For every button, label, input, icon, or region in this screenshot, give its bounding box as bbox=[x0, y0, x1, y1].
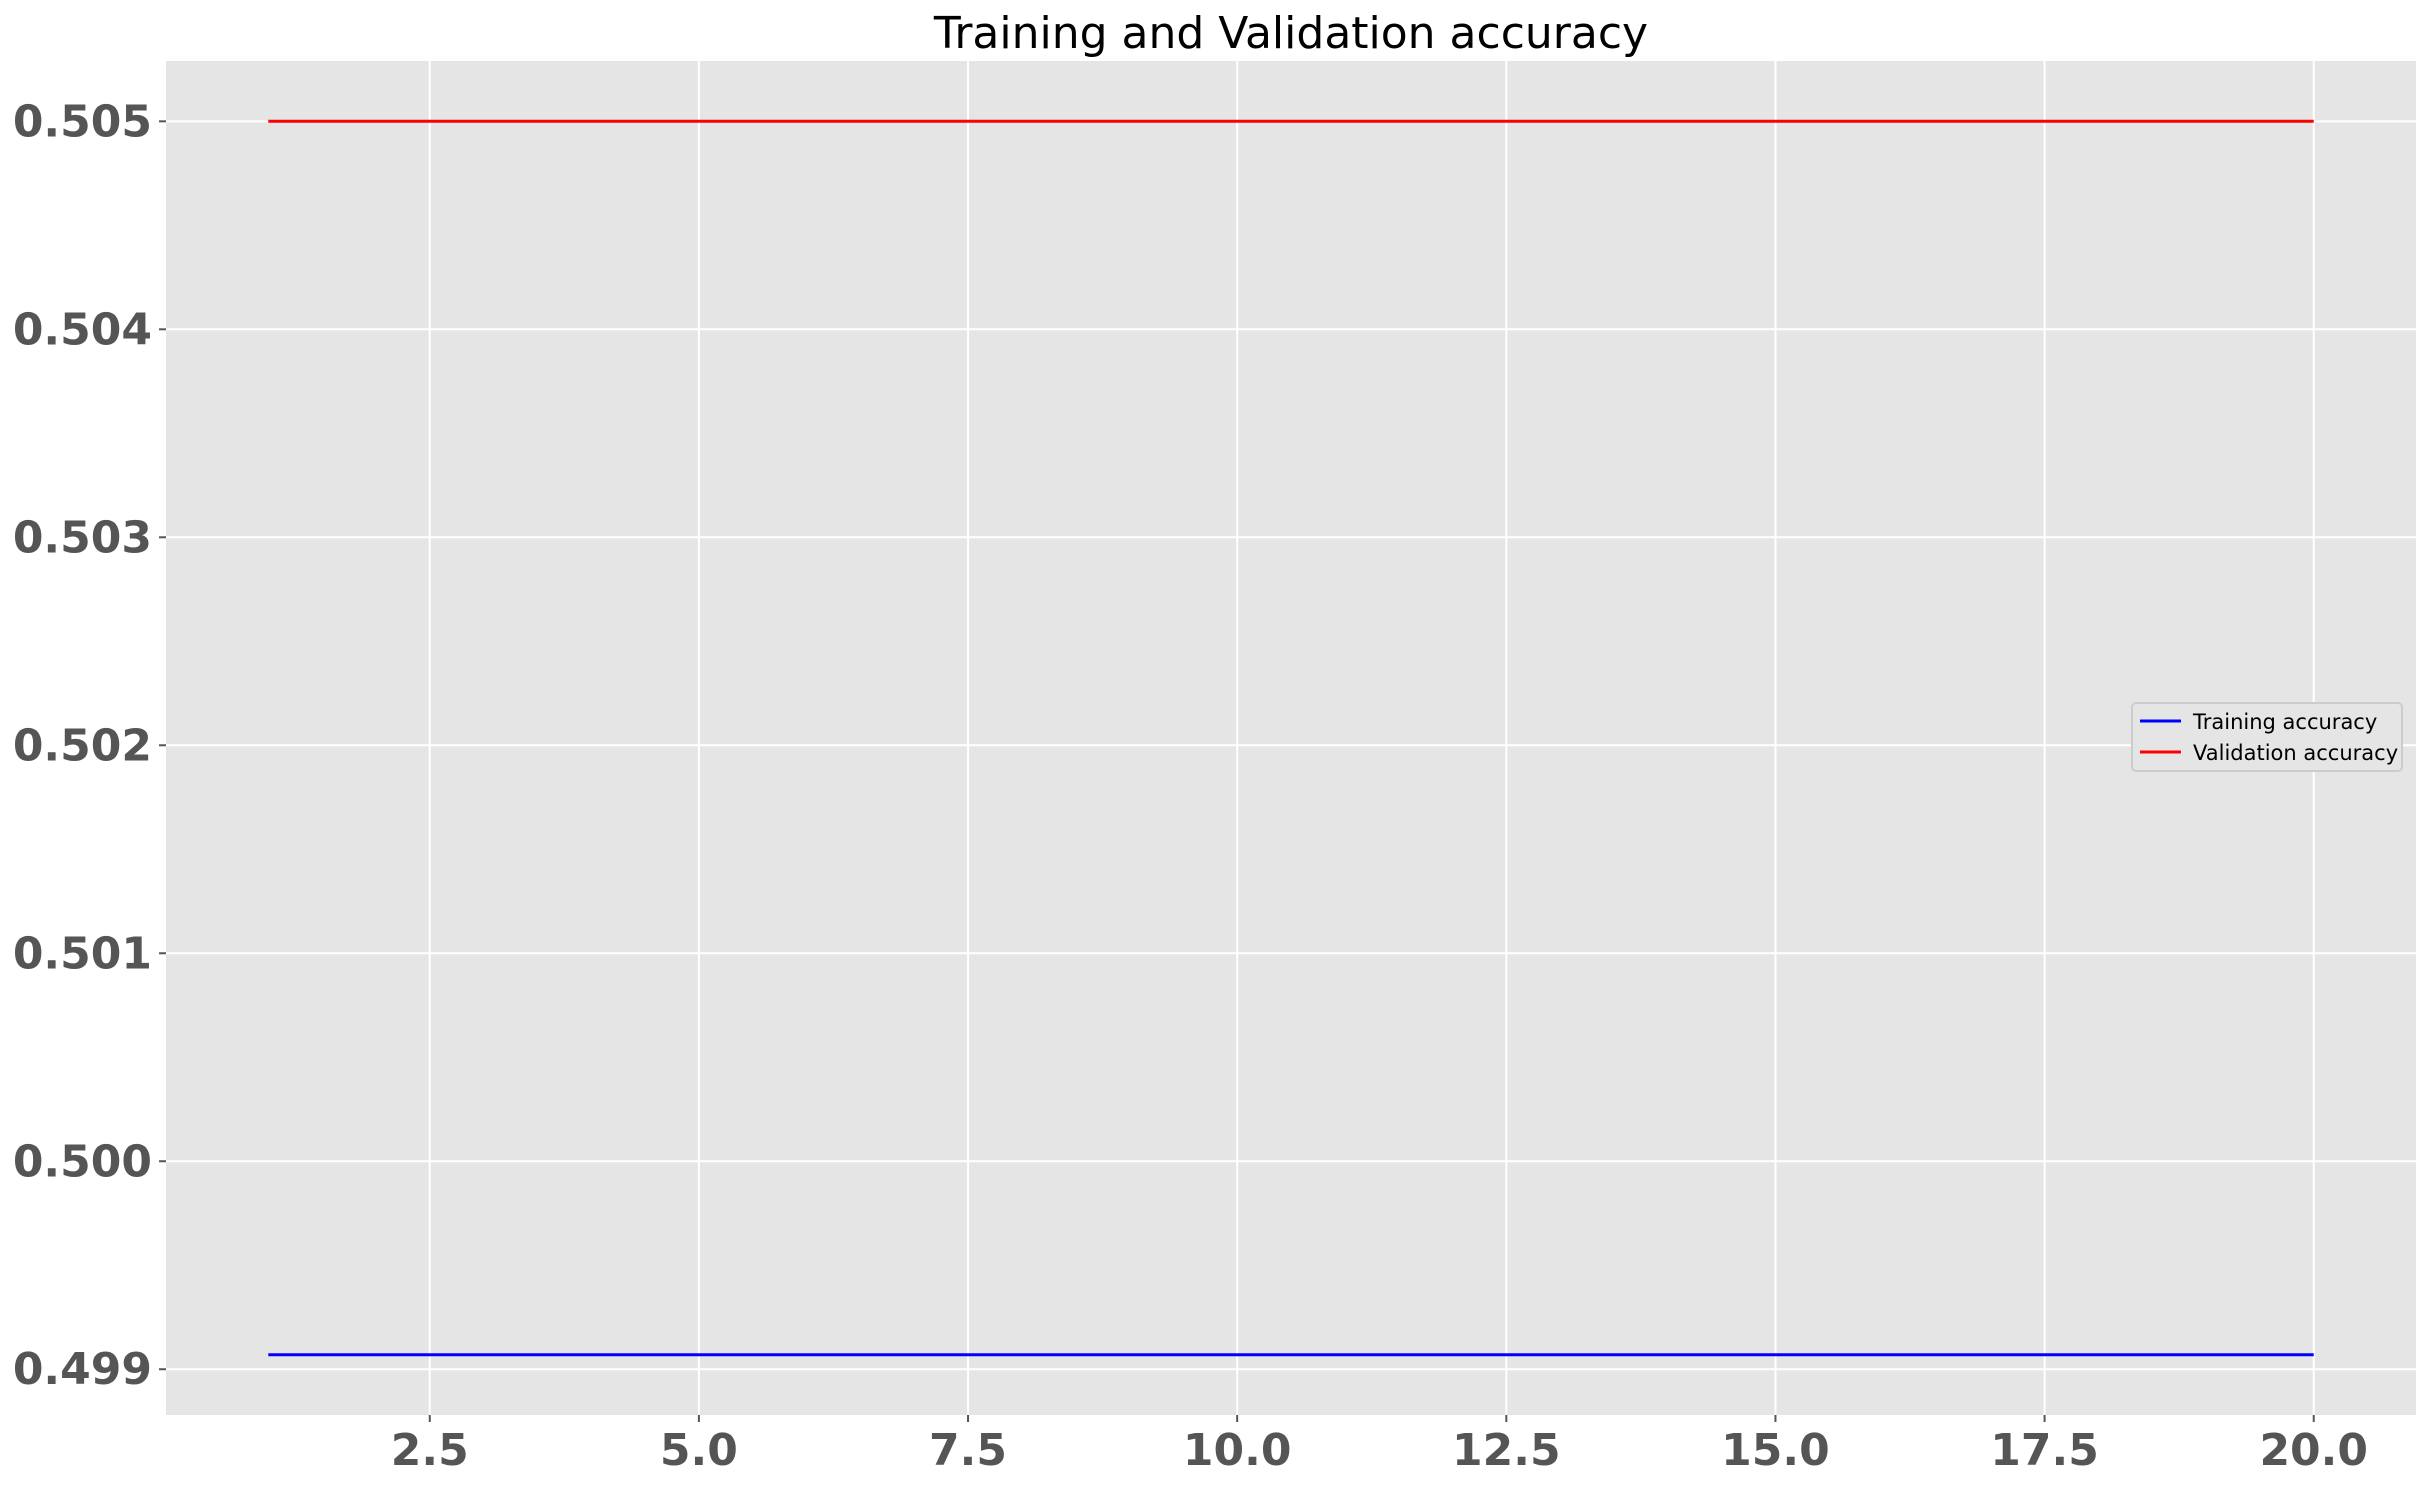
y-tick-label: 0.505 bbox=[13, 96, 152, 147]
x-tick-label: 10.0 bbox=[1183, 1425, 1292, 1476]
legend-label-validation: Validation accuracy bbox=[2193, 741, 2398, 765]
y-axis-ticks: 0.499 0.500 0.501 0.502 0.503 0.504 0.505 bbox=[13, 96, 166, 1395]
y-tick-label: 0.499 bbox=[13, 1344, 152, 1395]
x-tick-label: 15.0 bbox=[1721, 1425, 1830, 1476]
x-tick-label: 20.0 bbox=[2259, 1425, 2368, 1476]
chart-title: Training and Validation accuracy bbox=[933, 8, 1648, 59]
x-tick-label: 12.5 bbox=[1452, 1425, 1561, 1476]
legend-label-training: Training accuracy bbox=[2192, 710, 2377, 734]
x-tick-label: 7.5 bbox=[929, 1425, 1007, 1476]
x-tick-label: 5.0 bbox=[660, 1425, 738, 1476]
y-tick-label: 0.501 bbox=[13, 928, 152, 979]
plot-background bbox=[166, 61, 2416, 1415]
x-tick-label: 17.5 bbox=[1990, 1425, 2099, 1476]
y-tick-label: 0.503 bbox=[13, 512, 152, 563]
y-tick-label: 0.500 bbox=[13, 1136, 152, 1187]
x-axis-ticks: 2.5 5.0 7.5 10.0 12.5 15.0 17.5 20.0 bbox=[391, 1415, 2368, 1476]
legend-box bbox=[2131, 702, 2403, 772]
x-tick-label: 2.5 bbox=[391, 1425, 469, 1476]
legend: Training accuracy Validation accuracy bbox=[2131, 702, 2403, 772]
y-tick-label: 0.504 bbox=[13, 304, 152, 355]
series-lines bbox=[268, 119, 2314, 1357]
grid-lines bbox=[166, 61, 2416, 1415]
y-tick-label: 0.502 bbox=[13, 720, 152, 771]
